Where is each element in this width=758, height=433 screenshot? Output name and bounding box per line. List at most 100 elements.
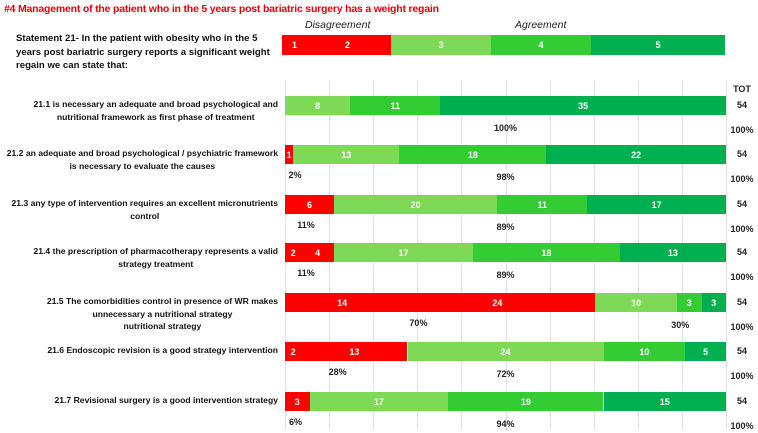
category-label-text: 21.4 the prescription of pharmacotherapy… (33, 246, 278, 269)
segment-value: 5 (703, 346, 709, 357)
segment-value: 13 (349, 346, 360, 357)
bar-segment-4: 18 (399, 145, 547, 164)
disagreement-percent: 6% (289, 417, 303, 427)
segment-value: 35 (578, 100, 589, 111)
bar-segment-1: 1 (285, 145, 294, 164)
segment-value: 2 (290, 346, 296, 357)
row-total: 54 (736, 149, 747, 159)
bar-segment-3: 20 (334, 195, 498, 214)
category-label-text: 21.7 Revisional surgery is a good interv… (54, 395, 278, 405)
bar-segment-1: 14 (285, 293, 400, 312)
bar-segment-3: 17 (334, 243, 473, 262)
row-total: 54 (736, 247, 747, 257)
segment-value: 1 (286, 149, 292, 160)
agreement-percent: 30% (671, 320, 690, 330)
disagreement-percent: 70% (409, 318, 428, 328)
bar-segment-5: 13 (619, 243, 726, 262)
bar-segment-1: 6 (285, 195, 334, 214)
segment-value: 11 (390, 100, 400, 111)
row-total: 54 (736, 297, 747, 307)
category-label: 21.6 Endoscopic revision is a good strat… (0, 344, 278, 357)
bar-segment-3: 10 (595, 293, 677, 312)
segment-value: 4 (315, 247, 321, 258)
segment-value: 19 (520, 396, 531, 407)
scale-disagree-block: 1 2 (282, 35, 391, 55)
bar-segment-4: 19 (448, 392, 604, 411)
category-label-text: 21.6 Endoscopic revision is a good strat… (47, 345, 278, 355)
row-total-percent: 100% (730, 224, 754, 234)
row-total: 54 (736, 100, 747, 110)
category-label-text: 21.2 an adequate and broad psychological… (6, 148, 278, 171)
segment-value: 13 (341, 149, 352, 160)
segment-value: 20 (410, 199, 421, 210)
bar-segment-5: 3 (701, 293, 726, 312)
row-total: 54 (736, 396, 747, 406)
segment-value: 11 (537, 199, 547, 210)
segment-value: 10 (639, 346, 650, 357)
page-title: #4 Management of the patient who in the … (4, 3, 439, 15)
category-label: 21.7 Revisional surgery is a good interv… (0, 394, 278, 407)
row-total-percent: 100% (730, 272, 754, 282)
bar-segment-2: 24 (399, 293, 596, 312)
category-label-text: 21.3 any type of intervention requires a… (11, 198, 279, 221)
bar-segment-3: 13 (293, 145, 400, 164)
bar-segment-4: 18 (472, 243, 620, 262)
tot-header: TOT (733, 84, 751, 94)
bar-segment-4: 10 (603, 342, 686, 361)
segment-value: 17 (398, 247, 409, 258)
bar-segment-5: 35 (440, 96, 726, 115)
gridline (726, 80, 727, 430)
disagreement-percent: 28% (328, 367, 347, 377)
segment-value: 22 (631, 149, 642, 160)
scale-level-1: 1 (292, 40, 298, 50)
bar-segment-3: 17 (309, 392, 449, 411)
segment-value: 24 (492, 297, 503, 308)
category-label: 21.2 an adequate and broad psychological… (0, 147, 278, 172)
bar-segment-1: 2 (285, 342, 302, 361)
bar-segment-3: 8 (285, 96, 351, 115)
category-label-text: 21.1 is necessary an adequate and broad … (33, 99, 278, 122)
bar-segment-4: 3 (677, 293, 702, 312)
category-label: 21.1 is necessary an adequate and broad … (0, 98, 278, 123)
row-total-percent: 100% (730, 421, 754, 431)
bar-segment-1: 2 (285, 243, 302, 262)
bar-segment-2: 4 (301, 243, 334, 262)
agreement-percent: 89% (496, 270, 515, 280)
row-total: 54 (736, 199, 747, 209)
agreement-header: Agreement (515, 19, 567, 31)
disagreement-header: Disagreement (305, 19, 371, 31)
disagreement-percent: 2% (288, 170, 302, 180)
bar-segment-5: 17 (587, 195, 726, 214)
segment-value: 3 (686, 297, 692, 308)
segment-value: 8 (315, 100, 321, 111)
agreement-percent: 98% (496, 172, 515, 182)
segment-value: 17 (373, 396, 384, 407)
segment-value: 15 (659, 396, 670, 407)
bar-segment-4: 11 (497, 195, 588, 214)
bar-segment-2: 13 (301, 342, 408, 361)
agreement-percent: 100% (493, 123, 518, 133)
bar-segment-1: 3 (285, 392, 310, 411)
row-total-percent: 100% (730, 322, 754, 332)
disagreement-percent: 11% (297, 268, 315, 278)
segment-value: 24 (500, 346, 511, 357)
scale-level-2: 2 (345, 40, 351, 50)
segment-value: 18 (541, 247, 552, 258)
bar-segment-5: 15 (603, 392, 726, 411)
category-label: 21.4 the prescription of pharmacotherapy… (0, 245, 278, 270)
segment-value: 2 (290, 247, 296, 258)
row-total: 54 (736, 346, 747, 356)
agreement-percent: 94% (496, 419, 515, 429)
category-label-text: 21.5 The comorbidities control in presen… (46, 296, 278, 331)
segment-value: 14 (337, 297, 348, 308)
segment-value: 18 (467, 149, 478, 160)
agreement-percent: 89% (496, 222, 515, 232)
bar-segment-5: 5 (685, 342, 726, 361)
segment-value: 3 (294, 396, 300, 407)
row-total-percent: 100% (730, 371, 754, 381)
row-total-percent: 100% (730, 125, 754, 135)
scale-level-5: 5 (591, 35, 725, 55)
segment-value: 3 (711, 297, 717, 308)
category-label: 21.3 any type of intervention requires a… (0, 197, 279, 222)
